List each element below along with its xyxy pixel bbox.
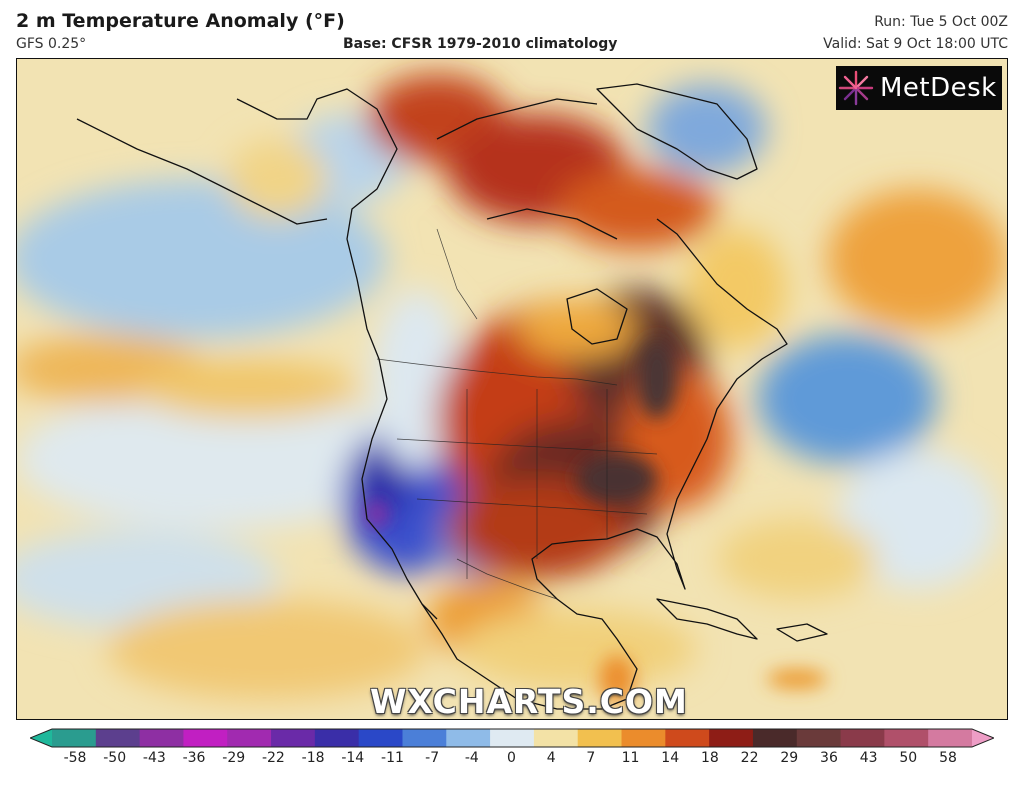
colorbar-segment [139,729,184,747]
colorbar [30,728,994,748]
colorbar-tick-label: 22 [740,750,759,766]
metdesk-logo: MetDesk [836,66,1002,110]
colorbar-segment [402,729,447,747]
colorbar-tick-label: 11 [621,750,640,766]
colorbar-tick-label: 4 [546,750,556,766]
colorbar-segment [358,729,403,747]
coastlines [76,83,828,710]
colorbar-segment [52,729,97,747]
colorbar-segment [796,729,842,747]
colorbar-tick-label: 36 [820,750,838,766]
colorbar-tick-label: -14 [341,750,365,766]
colorbar-tick-label: -36 [182,750,206,766]
colorbar-segment [314,729,360,747]
colorbar-tick-label: -43 [142,750,166,766]
colorbar-segment [227,729,272,747]
colorbar-tick-label: 58 [939,750,957,766]
colorbar-tick-label: -4 [464,750,479,766]
temperature-anomaly-map [16,58,1008,720]
colorbar-tick-label: -29 [222,750,246,766]
colorbar-tick-label: -18 [301,750,325,766]
colorbar-segment [577,729,623,747]
colorbar-segment [884,729,929,747]
wxcharts-watermark: WXCHARTS.COM [370,682,688,721]
colorbar-tick-label: -50 [103,750,127,766]
colorbar-segment [928,729,973,747]
metdesk-logo-text: MetDesk [880,73,997,103]
colorbar-segment [665,729,710,747]
colorbar-segment [183,729,228,747]
map-canvas [17,59,1007,719]
map-title: 2 m Temperature Anomaly (°F) [16,10,345,32]
colorbar-segment [30,729,52,747]
colorbar-tick-label: -7 [425,750,440,766]
colorbar-segment [840,729,885,747]
colorbar-tick-label: -22 [261,750,285,766]
anomaly-detail [367,339,827,703]
colorbar-segment [271,729,316,747]
colorbar-tick-label: 0 [507,750,516,766]
colorbar-tick-label: 29 [780,750,799,766]
colorbar-tick-label: 50 [899,750,918,766]
colorbar-tick-label: -11 [381,750,404,766]
colorbar-tick-label: 43 [859,750,878,766]
colorbar-ticks: -58 -50 -43 -36 -29 -22 -18 -14 -11 -7 -4 0 4 7 11 14 18… [0,750,1024,770]
colorbar-segment [533,729,579,747]
colorbar-tick-label: 18 [700,750,719,766]
colorbar-segment [972,729,994,747]
colorbar-segment [446,729,491,747]
model-label: GFS 0.25° [16,36,87,52]
colorbar-segment [490,729,535,747]
colorbar-segments [30,729,994,747]
colorbar-tick-label: 14 [661,750,680,766]
base-climatology-label: Base: CFSR 1979-2010 climatology [343,36,618,52]
colorbar-segment [621,729,666,747]
borders [376,228,658,600]
valid-time-label: Valid: Sat 9 Oct 18:00 UTC [823,36,1008,52]
colorbar-tick-label: -58 [63,750,87,766]
colorbar-tick-label: 7 [586,750,596,766]
colorbar-outline [30,728,994,748]
colorbar-segment [709,729,754,747]
colorbar-segment [95,729,141,747]
colorbar-segment [752,729,798,747]
metdesk-burst-icon [838,70,874,106]
run-time-label: Run: Tue 5 Oct 00Z [874,14,1008,30]
